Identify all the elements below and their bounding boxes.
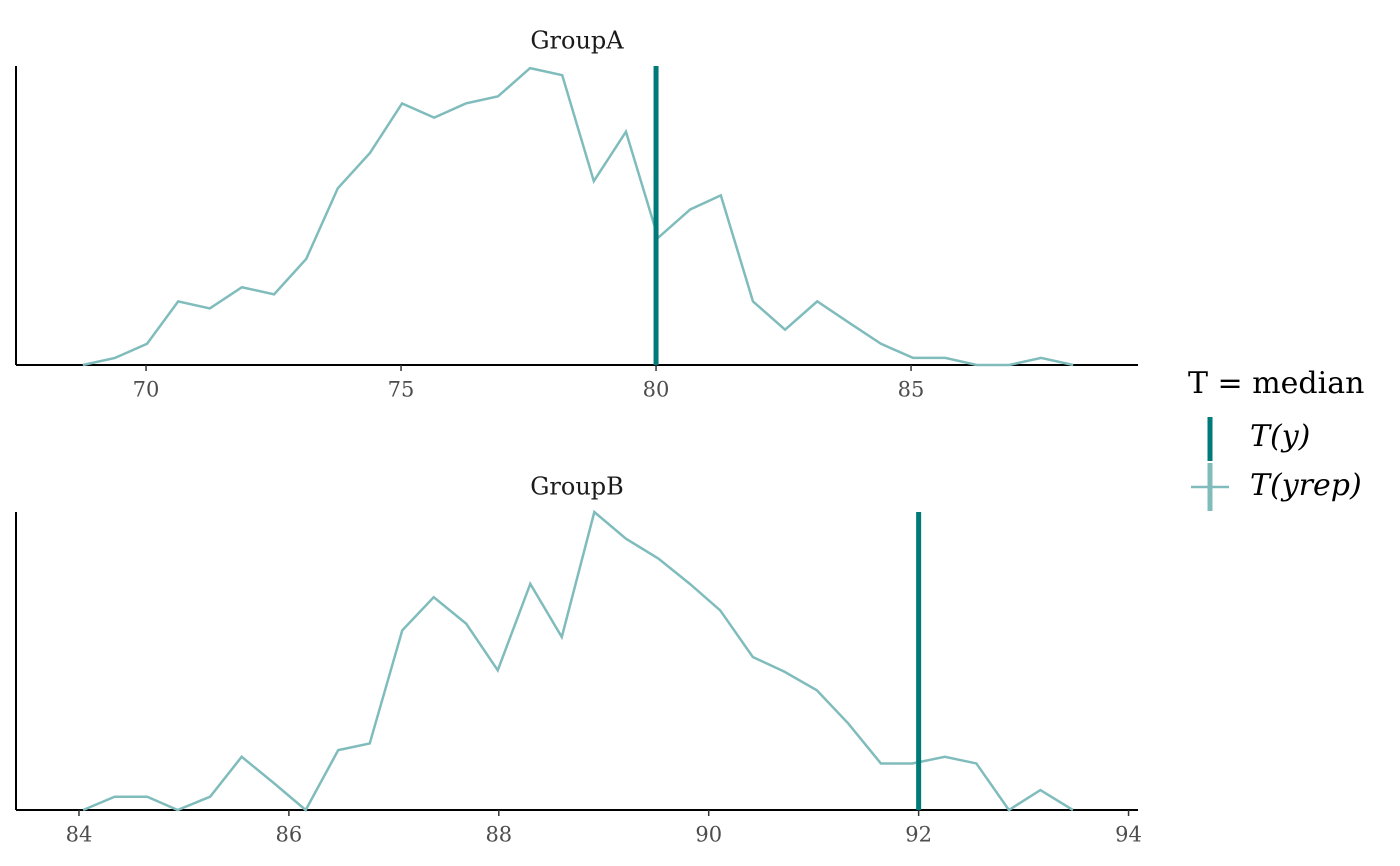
x-tick-label: 88 (485, 823, 512, 847)
x-tick-label: 94 (1115, 823, 1142, 847)
x-tick-label: 80 (643, 378, 670, 402)
x-tick-label: 84 (66, 823, 93, 847)
x-tick-label: 86 (276, 823, 303, 847)
x-tick-label: 75 (388, 378, 415, 402)
panel-title: GroupA (530, 27, 624, 55)
x-tick-label: 85 (898, 378, 925, 402)
freq-line (82, 66, 1074, 367)
legend-label: T(yrep) (1250, 468, 1362, 503)
legend-title: T = median (1188, 366, 1364, 401)
legend-label: T(y) (1250, 419, 1310, 454)
x-tick-label: 90 (695, 823, 722, 847)
freq-line (82, 509, 1074, 812)
x-tick-label: 70 (133, 378, 160, 402)
panel-title: GroupB (530, 473, 624, 501)
x-tick-label: 92 (905, 823, 932, 847)
